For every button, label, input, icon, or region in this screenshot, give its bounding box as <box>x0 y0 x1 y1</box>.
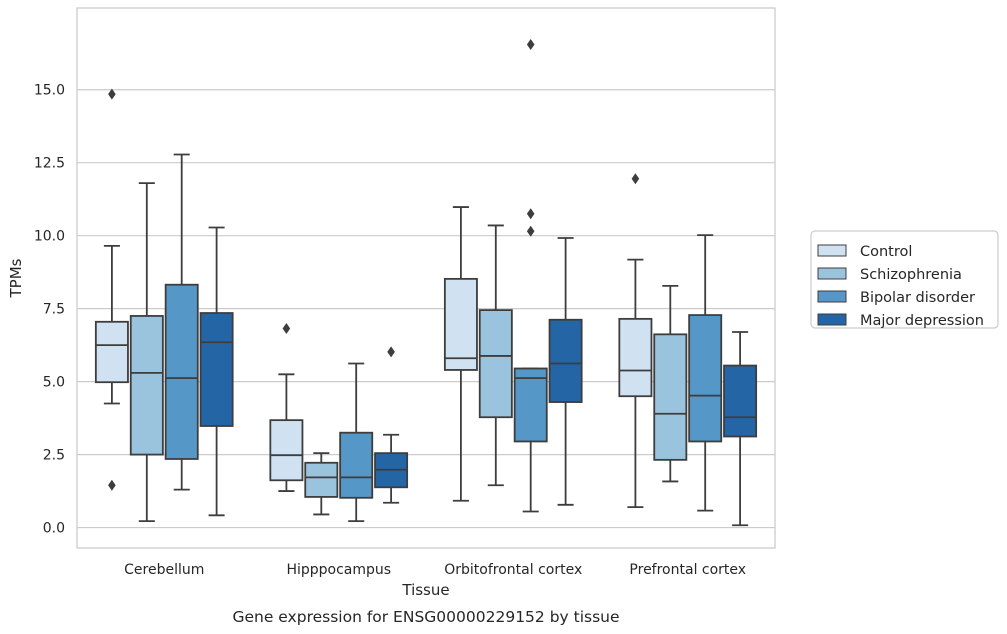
y-tick-label: 10.0 <box>34 229 65 245</box>
x-tick-label: Cerebellum <box>124 562 204 578</box>
box-major-depression <box>199 226 234 517</box>
outlier-point <box>631 173 640 185</box>
box-iqr <box>653 333 688 461</box>
legend-label: Schizophrenia <box>860 267 962 283</box>
box-iqr <box>618 317 653 398</box>
legend-label: Bipolar disorder <box>860 290 975 306</box>
box-bipolar-disorder <box>513 38 548 513</box>
box-iqr <box>443 277 478 371</box>
box-schizophrenia <box>653 284 688 483</box>
box-major-depression <box>723 331 758 527</box>
box-schizophrenia <box>478 224 513 487</box>
box-iqr <box>129 315 164 456</box>
box-iqr <box>513 367 548 443</box>
outlier-point <box>282 322 291 334</box>
box-iqr <box>199 312 234 427</box>
outlier-point <box>526 225 535 237</box>
box-iqr <box>548 318 583 403</box>
box-schizophrenia <box>129 182 164 523</box>
y-tick-label: 12.5 <box>34 156 65 172</box>
legend-label: Major depression <box>860 313 984 329</box>
legend-swatch <box>817 244 847 257</box>
box-iqr <box>339 431 374 499</box>
box-control <box>443 206 478 502</box>
box-iqr <box>304 461 339 498</box>
y-tick-label: 0.0 <box>43 521 65 537</box>
legend-label: Control <box>860 244 912 260</box>
box-control <box>618 173 653 509</box>
outlier-point <box>526 208 535 220</box>
y-tick-label: 2.5 <box>43 448 65 464</box>
box-bipolar-disorder <box>339 362 374 523</box>
x-tick-label: Orbitofrontal cortex <box>444 562 582 578</box>
box-iqr <box>94 320 129 384</box>
box-major-depression <box>374 346 409 504</box>
legend-swatch <box>817 267 847 280</box>
y-tick-label: 15.0 <box>34 83 65 99</box>
box-control <box>94 88 129 491</box>
y-tick-label: 7.5 <box>43 302 65 318</box>
boxes <box>94 38 758 527</box>
x-tick-label: Prefrontal cortex <box>629 562 746 578</box>
box-bipolar-disorder <box>164 153 199 491</box>
plot-area <box>76 7 776 549</box>
legend-swatch <box>817 290 847 303</box>
y-axis-ticks: 0.0 2.5 5.0 7.5 10.0 12.5 15.0 <box>34 83 65 537</box>
outlier-point <box>108 88 116 100</box>
box-iqr <box>269 419 304 482</box>
box-iqr <box>723 364 758 438</box>
legend-frame <box>810 230 999 329</box>
x-tick-label: Hipppocampus <box>286 562 391 578</box>
x-axis-label: Tissue <box>401 581 449 599</box>
box-control <box>269 322 304 492</box>
legend-swatch <box>817 313 847 326</box>
x-axis-ticks: Cerebellum Hipppocampus Orbitofrontal cort… <box>124 562 746 578</box>
box-major-depression <box>548 237 583 506</box>
outlier-point <box>108 479 116 491</box>
y-axis-label: TPMs <box>7 258 25 298</box>
chart-caption: Gene expression for ENSG00000229152 by t… <box>232 608 619 626</box>
box-iqr <box>478 309 513 419</box>
box-iqr <box>688 314 723 443</box>
outlier-point <box>387 346 395 358</box>
box-bipolar-disorder <box>688 234 723 512</box>
outlier-point <box>526 38 535 50</box>
legend: Control Schizophrenia Bipolar disorder Majo… <box>810 230 999 329</box>
box-iqr <box>164 283 199 460</box>
y-tick-label: 5.0 <box>43 375 65 391</box>
box-schizophrenia <box>304 452 339 516</box>
